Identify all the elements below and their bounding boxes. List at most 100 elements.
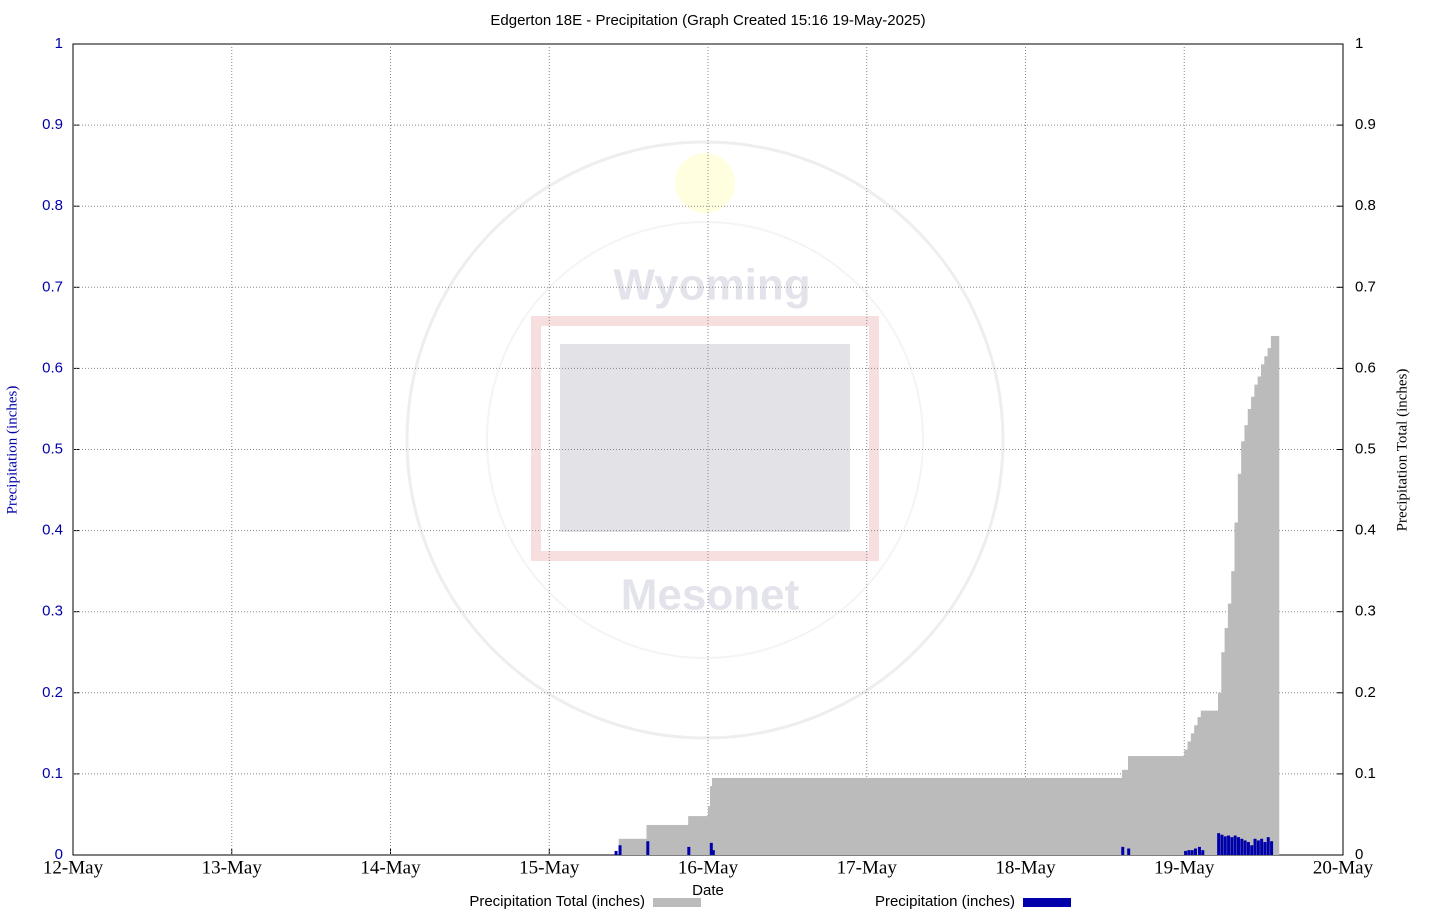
precip-bar [1197, 846, 1201, 855]
x-tick-label: 15-May [519, 857, 580, 878]
y-tick-label: 0.4 [42, 522, 63, 539]
watermark-ring [405, 140, 1005, 740]
total-step [1247, 408, 1252, 855]
precip-bar [1187, 850, 1191, 855]
y2-axis-label: Precipitation Total (inches) [1394, 369, 1410, 532]
y2-tick-label: 0.9 [1355, 116, 1376, 133]
x-axis-label: Date [692, 882, 724, 899]
y2-tick-label: 0.7 [1355, 278, 1376, 295]
total-step [1270, 335, 1280, 856]
y-tick-label: 1 [55, 35, 63, 52]
precip-bar [618, 845, 622, 855]
watermark-ring [486, 221, 924, 659]
total-step [1244, 425, 1249, 855]
precip-bar [1193, 848, 1197, 855]
total-step [1257, 376, 1262, 855]
precip-bar [1184, 850, 1188, 855]
precip-bar [1243, 840, 1247, 855]
precip-bar [1240, 838, 1244, 855]
total-step [1267, 348, 1272, 855]
chart-title: Edgerton 18E - Precipitation (Graph Crea… [490, 12, 925, 29]
precip-bar [1223, 836, 1227, 855]
legend-label: Precipitation (inches) [875, 893, 1015, 910]
precip-bar [1263, 842, 1267, 855]
y2-tick-label: 0.1 [1355, 765, 1376, 782]
precip-bar [1127, 848, 1131, 855]
total-step [1224, 627, 1229, 855]
precip-bar [1190, 850, 1194, 855]
total-step [1227, 603, 1232, 855]
y-tick-label: 0.6 [42, 359, 63, 376]
x-tick-label: 19-May [1154, 857, 1215, 878]
total-step [1231, 571, 1235, 855]
total-step [1241, 441, 1245, 855]
precip-bar [1227, 835, 1231, 855]
total-step [711, 777, 1123, 855]
total-step [1194, 725, 1198, 855]
total-step [646, 824, 689, 855]
watermark-text: Wyoming [613, 261, 810, 310]
total-step [1217, 692, 1222, 855]
watermark-sun [675, 153, 735, 213]
precip-bar [1233, 835, 1237, 855]
x-tick-label: 12-May [43, 857, 104, 878]
watermark-flag [531, 316, 879, 561]
x-tick-label: 16-May [678, 857, 739, 878]
precip-bar [1266, 837, 1270, 855]
total-step [1237, 473, 1242, 855]
watermark-text: Mesonet [621, 571, 800, 620]
precip-bar [614, 850, 618, 855]
total-step [1122, 769, 1129, 855]
total-step [708, 806, 711, 855]
y-tick-label: 0.1 [42, 765, 63, 782]
y2-tick-label: 0.3 [1355, 603, 1376, 620]
y2-tick-label: 0.2 [1355, 684, 1376, 701]
total-step [1197, 717, 1202, 855]
y2-tick-label: 0.5 [1355, 440, 1376, 457]
precip-bar [1246, 842, 1250, 855]
x-tick-label: 13-May [202, 857, 263, 878]
precip-bar [687, 846, 691, 855]
watermark: Wyoming Mesonet [405, 140, 1005, 740]
precip-bar [1230, 837, 1234, 855]
total-step [1184, 749, 1188, 855]
x-tick-label: 14-May [360, 857, 421, 878]
y2-tick-label: 0 [1355, 846, 1363, 863]
precip-bar [711, 850, 715, 855]
x-tick-label: 20-May [1313, 857, 1374, 878]
y-tick-label: 0.3 [42, 603, 63, 620]
total-step [1264, 356, 1268, 855]
precip-bar [646, 841, 650, 855]
precip-bar [1217, 833, 1221, 855]
total-step [688, 816, 709, 855]
precip-bar [1256, 840, 1260, 855]
total-step [1234, 522, 1239, 855]
y2-tick-label: 1 [1355, 35, 1363, 52]
total-step [1200, 710, 1219, 855]
total-step [1254, 384, 1259, 855]
y-tick-label: 0 [55, 846, 63, 863]
legend-swatch [653, 898, 701, 907]
precip-bar [1236, 837, 1240, 855]
x-tick-label: 17-May [837, 857, 898, 878]
precip-bar [1220, 834, 1224, 855]
y-axis-label: Precipitation (inches) [4, 386, 20, 515]
y2-tick-label: 0.6 [1355, 359, 1376, 376]
precip-bar [1121, 846, 1125, 855]
y-tick-label: 0.9 [42, 116, 63, 133]
y-tick-label: 0.5 [42, 440, 63, 457]
legend-label: Precipitation Total (inches) [469, 893, 645, 910]
legend-swatch [1023, 898, 1071, 907]
precip-bar [1201, 850, 1205, 855]
total-step [1190, 733, 1195, 855]
precip-bar [1260, 838, 1264, 855]
y-tick-label: 0.2 [42, 684, 63, 701]
precip-bar [1270, 841, 1274, 855]
total-step [618, 838, 647, 855]
total-step [1221, 652, 1225, 855]
y2-tick-label: 0.8 [1355, 197, 1376, 214]
y2-tick-label: 0.4 [1355, 522, 1376, 539]
watermark-flag [560, 344, 850, 532]
precip-bar [709, 842, 713, 855]
